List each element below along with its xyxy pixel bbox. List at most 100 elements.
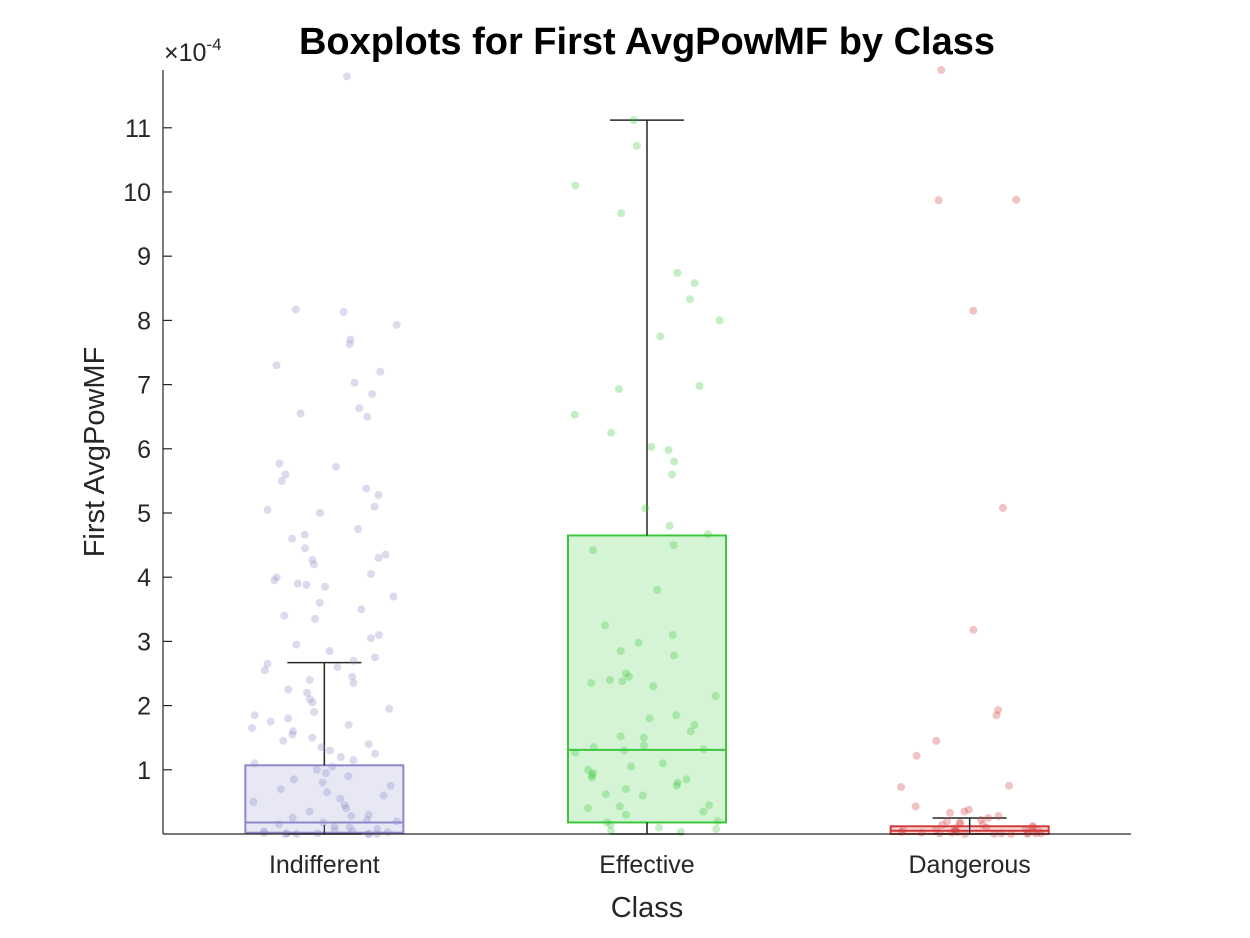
data-point [328, 762, 337, 771]
data-point [266, 717, 275, 726]
data-point [336, 753, 345, 761]
data-point [350, 378, 359, 387]
data-point [379, 791, 388, 800]
data-point [615, 802, 624, 811]
exponent-power: -4 [206, 35, 221, 54]
data-point [374, 553, 383, 562]
data-point [1005, 781, 1013, 790]
data-point [713, 817, 722, 826]
data-point [309, 560, 318, 569]
data-point [305, 695, 314, 704]
x-tick-label: Indifferent [269, 851, 380, 879]
data-point [938, 821, 947, 829]
y-tick-label: 5 [137, 500, 151, 528]
data-point [1012, 195, 1021, 204]
data-point [658, 759, 667, 768]
data-point [289, 727, 298, 736]
data-point [276, 785, 285, 794]
data-point [673, 268, 682, 277]
data-point [704, 530, 713, 539]
data-point [645, 714, 654, 723]
data-point [570, 410, 579, 419]
data-point [655, 823, 663, 832]
y-axis-label: First AvgPowMF [79, 347, 111, 558]
data-point [383, 828, 392, 837]
data-point [690, 720, 699, 729]
data-point [305, 807, 314, 816]
data-point [345, 340, 354, 349]
data-point [270, 576, 279, 585]
data-point [672, 711, 681, 720]
data-point [340, 801, 349, 810]
x-tick-label: Dangerous [909, 851, 1031, 879]
data-point [670, 651, 678, 660]
y-tick-label: 8 [137, 307, 151, 335]
data-point [998, 503, 1007, 512]
data-point [656, 332, 665, 341]
data-point [649, 682, 658, 691]
data-point [994, 812, 1003, 820]
data-point [639, 733, 648, 742]
data-point [312, 765, 321, 774]
data-point [583, 804, 592, 813]
data-point [310, 708, 319, 716]
data-point [672, 781, 681, 790]
x-ticks: Indifferent Effective Dangerous [269, 825, 1031, 879]
data-point [587, 770, 596, 779]
box-group-effective [567, 116, 727, 837]
data-point [638, 791, 647, 800]
data-point [302, 580, 311, 589]
data-point [325, 647, 334, 655]
data-point [280, 611, 289, 620]
y-tick-label: 1 [137, 757, 151, 785]
y-tick-label: 7 [137, 372, 151, 400]
data-point [605, 675, 614, 684]
data-point [601, 790, 610, 799]
data-point [370, 502, 379, 511]
data-point [284, 714, 293, 723]
data-point [301, 544, 310, 553]
data-point [632, 141, 641, 150]
data-point [250, 759, 259, 768]
data-point [344, 772, 353, 781]
data-point [911, 802, 920, 811]
data-point [289, 775, 298, 784]
data-point [682, 775, 691, 784]
data-point [641, 504, 650, 513]
data-point [376, 367, 385, 376]
data-point [330, 822, 339, 831]
data-point [315, 598, 324, 607]
data-point [705, 801, 713, 810]
data-point [281, 470, 290, 479]
data-point [343, 72, 351, 81]
data-point [381, 550, 390, 559]
data-point [715, 316, 724, 325]
data-point [607, 826, 615, 835]
box-iqr [567, 534, 727, 824]
data-point [695, 381, 704, 390]
box-group-dangerous [889, 66, 1050, 838]
data-point [978, 820, 987, 829]
data-point [618, 677, 627, 686]
data-point [625, 672, 633, 681]
x-axis-label: Class [611, 892, 684, 924]
data-point [589, 546, 597, 555]
data-point [332, 462, 340, 471]
data-point [277, 476, 286, 485]
data-point [318, 778, 327, 787]
data-point [960, 807, 969, 816]
plot-area [244, 66, 1050, 838]
data-point [912, 751, 921, 760]
data-point [316, 509, 324, 517]
y-ticks: 1 2 3 4 5 6 7 8 9 10 11 [123, 115, 172, 785]
data-point [994, 706, 1003, 715]
data-point [617, 209, 626, 218]
data-point [349, 656, 358, 665]
data-point [292, 640, 301, 649]
data-point [317, 743, 326, 752]
data-point [364, 740, 373, 749]
data-point [275, 459, 284, 468]
data-point [279, 736, 288, 745]
data-point [589, 769, 598, 777]
